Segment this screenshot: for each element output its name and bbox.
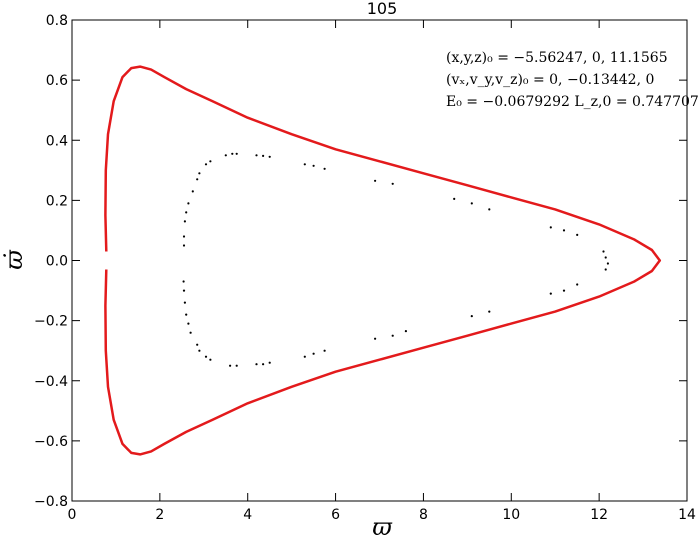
orbit-curve-line: [104, 65, 662, 456]
surface-of-section-point: [470, 202, 473, 205]
surface-of-section-point: [185, 211, 188, 214]
y-tick-label: 0.2: [46, 193, 68, 209]
surface-of-section-point: [183, 220, 186, 223]
surface-of-section-point: [255, 154, 258, 157]
surface-of-section-point: [209, 358, 212, 361]
annotation-initial-velocity: (vₓ,v_y,v_z)₀ = 0, −0.13442, 0: [446, 72, 654, 88]
surface-of-section-point: [187, 202, 190, 205]
surface-of-section-point: [183, 301, 186, 304]
surface-of-section-point: [262, 363, 265, 366]
surface-of-section-point: [576, 283, 579, 286]
x-tick-label: 12: [590, 507, 608, 523]
surface-of-section-point: [549, 226, 552, 229]
surface-of-section-point: [229, 364, 232, 367]
surface-of-section-point: [391, 182, 394, 185]
surface-of-section-point: [323, 349, 326, 352]
y-axis-label: ϖ̇: [0, 249, 28, 270]
surface-of-section-point: [182, 280, 185, 283]
surface-of-section-point: [224, 154, 227, 157]
y-tick-label: −0.6: [34, 434, 68, 450]
surface-of-section-point: [323, 167, 326, 170]
x-tick-label: 10: [502, 507, 520, 523]
x-axis-label: ϖ: [372, 513, 393, 539]
surface-of-section-point: [231, 152, 234, 155]
surface-of-section-point: [374, 179, 377, 182]
surface-of-section-point: [198, 172, 201, 175]
surface-of-section-point: [470, 315, 473, 318]
plot-frame: [71, 19, 688, 502]
y-tick-label: −0.8: [34, 494, 68, 510]
surface-of-section-point: [268, 361, 271, 364]
surface-of-section-point: [604, 256, 607, 259]
surface-of-section-point: [312, 352, 315, 355]
surface-of-section-point: [453, 197, 456, 200]
y-tick-label: 0.4: [46, 133, 68, 149]
x-tick-label: 14: [678, 507, 696, 523]
surface-of-section-point: [209, 160, 212, 163]
y-tick-label: 0.8: [46, 13, 68, 29]
surface-of-section-point: [198, 349, 201, 352]
surface-of-section-point: [204, 163, 208, 166]
annotation-energy-angular-momentum: E₀ = −0.0679292 L_z,0 = 0.747707: [446, 94, 699, 110]
x-tick-label: 4: [243, 507, 252, 523]
surface-of-section-point: [404, 330, 407, 333]
surface-of-section-point: [374, 337, 377, 340]
surface-of-section-point: [196, 343, 199, 346]
surface-of-section-point: [604, 268, 607, 271]
ticks-layer: 0 2 4 6 8 10 12 14 −0.8 −0.6 −0.4 −0.2 0.0 0.2 0.4 0.6 0…: [34, 13, 696, 523]
surface-of-section-point: [191, 190, 194, 193]
surface-of-section-point: [182, 235, 186, 238]
surface-of-section-point: [562, 289, 566, 292]
annotation-initial-position: (x,y,z)₀ = −5.56247, 0, 11.1565: [446, 50, 668, 66]
surface-of-section-point: [303, 163, 306, 166]
surface-of-section-point: [262, 154, 265, 157]
surface-of-section-point: [488, 208, 491, 211]
x-tick-label: 8: [419, 507, 428, 523]
surface-of-section-point: [182, 289, 186, 292]
surface-of-section-point: [576, 233, 579, 236]
y-tick-label: −0.2: [34, 314, 68, 330]
x-tick-label: 0: [68, 507, 77, 523]
surface-of-section-point: [235, 152, 238, 155]
x-tick-label: 2: [155, 507, 164, 523]
surface-of-section-point: [606, 262, 610, 265]
chart-title: 105: [367, 0, 398, 18]
plot-layer: [104, 65, 662, 456]
annotation-block: (x,y,z)₀ = −5.56247, 0, 11.1565 (vₓ,v_y,…: [446, 50, 699, 110]
surface-of-section-point: [562, 229, 566, 232]
surface-of-section-point: [391, 334, 394, 337]
surface-of-section-point: [196, 178, 199, 181]
surface-of-section-point: [204, 355, 208, 358]
surface-of-section-point: [268, 155, 271, 158]
surface-of-section-point: [549, 292, 552, 295]
surface-of-section-point: [602, 250, 605, 253]
y-tick-label: −0.4: [34, 374, 68, 390]
y-tick-label: 0.6: [46, 73, 68, 89]
x-tick-label: 6: [331, 507, 340, 523]
surface-of-section-point: [312, 164, 315, 167]
surface-of-section-point: [488, 310, 491, 313]
surface-of-section-point: [255, 363, 258, 366]
surface-of-section-point: [303, 355, 306, 358]
surface-of-section-point: [235, 364, 238, 367]
surface-of-section-point: [187, 322, 190, 325]
surface-of-section-point: [189, 331, 192, 334]
y-tick-label: 0.0: [46, 254, 68, 270]
surface-of-section-point: [182, 244, 186, 247]
surface-of-section-point: [185, 313, 188, 316]
